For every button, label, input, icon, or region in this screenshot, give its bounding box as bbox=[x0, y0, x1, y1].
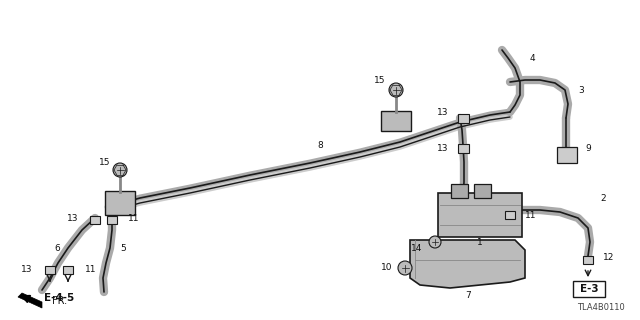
FancyBboxPatch shape bbox=[573, 281, 605, 297]
Text: 2: 2 bbox=[600, 194, 605, 203]
FancyBboxPatch shape bbox=[458, 143, 468, 153]
FancyBboxPatch shape bbox=[438, 193, 522, 237]
Text: 13: 13 bbox=[436, 143, 448, 153]
Text: 6: 6 bbox=[54, 244, 60, 252]
FancyBboxPatch shape bbox=[451, 184, 468, 198]
Polygon shape bbox=[410, 240, 525, 288]
Text: 14: 14 bbox=[411, 244, 422, 252]
FancyBboxPatch shape bbox=[90, 216, 100, 224]
FancyBboxPatch shape bbox=[583, 256, 593, 264]
Text: E-3: E-3 bbox=[580, 284, 598, 294]
Text: FR.: FR. bbox=[52, 296, 67, 306]
Text: 10: 10 bbox=[381, 263, 392, 273]
Text: 13: 13 bbox=[436, 108, 448, 116]
Text: TLA4B0110: TLA4B0110 bbox=[577, 303, 625, 312]
Text: 11: 11 bbox=[85, 266, 97, 275]
Text: E-4-5: E-4-5 bbox=[44, 293, 74, 303]
Text: 13: 13 bbox=[67, 213, 78, 222]
Text: 7: 7 bbox=[465, 291, 471, 300]
FancyBboxPatch shape bbox=[381, 111, 411, 131]
Text: 11: 11 bbox=[128, 213, 140, 222]
Circle shape bbox=[113, 163, 127, 177]
Text: 3: 3 bbox=[578, 85, 584, 94]
Text: 5: 5 bbox=[120, 244, 125, 252]
Text: 13: 13 bbox=[20, 266, 32, 275]
Text: 12: 12 bbox=[603, 253, 614, 262]
FancyBboxPatch shape bbox=[557, 147, 577, 163]
Text: 9: 9 bbox=[585, 143, 591, 153]
FancyBboxPatch shape bbox=[63, 266, 73, 274]
FancyBboxPatch shape bbox=[474, 184, 491, 198]
Text: 15: 15 bbox=[99, 157, 110, 166]
Circle shape bbox=[429, 236, 441, 248]
Text: 11: 11 bbox=[525, 211, 536, 220]
FancyBboxPatch shape bbox=[105, 191, 135, 215]
FancyBboxPatch shape bbox=[107, 216, 117, 224]
Text: 8: 8 bbox=[317, 140, 323, 149]
Polygon shape bbox=[18, 293, 42, 308]
Circle shape bbox=[398, 261, 412, 275]
FancyArrowPatch shape bbox=[22, 296, 40, 304]
Text: 4: 4 bbox=[530, 53, 536, 62]
FancyBboxPatch shape bbox=[458, 114, 468, 123]
Text: 1: 1 bbox=[477, 237, 483, 246]
Circle shape bbox=[389, 83, 403, 97]
FancyBboxPatch shape bbox=[45, 266, 55, 274]
FancyBboxPatch shape bbox=[505, 211, 515, 219]
Text: 15: 15 bbox=[374, 76, 385, 84]
